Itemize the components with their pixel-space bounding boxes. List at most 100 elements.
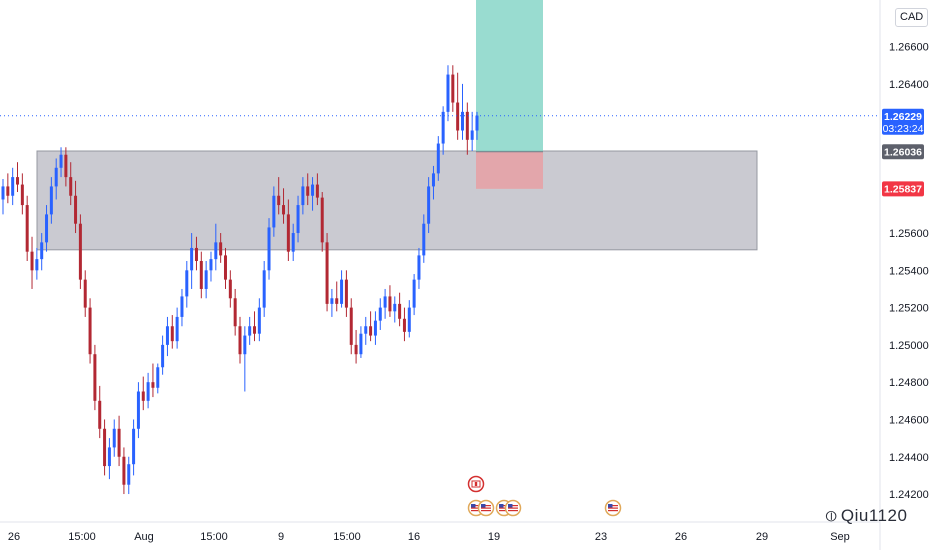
candle-body [199,261,203,289]
candle-body [136,391,140,429]
y-tick-label: 1.26400 [889,79,929,91]
candle-body [330,298,334,304]
candle-body [315,184,319,198]
stop-price-tag-text: 1.25837 [884,183,922,195]
candle-body [407,307,411,332]
candle-body [344,279,348,308]
candle-body [170,326,174,342]
x-tick-label: 15:00 [333,531,361,543]
x-tick-label: 15:00 [68,531,96,543]
stop-loss-zone [476,151,543,189]
currency-badge[interactable]: CAD [895,8,929,27]
flag-stripe [471,507,481,509]
candle-body [354,344,358,355]
candle-body [301,186,305,206]
candle-body [470,130,474,140]
candle-body [369,326,373,336]
candle-body [185,270,189,297]
candle-body [122,456,126,485]
entry-price-tag-bg [882,144,924,160]
candle-body [257,307,261,334]
candle-body [223,255,227,280]
candle-body [190,247,194,271]
x-tick-label: Sep [830,531,850,543]
entry-price-tag-text: 1.26036 [884,146,922,158]
x-tick-label: 23 [595,531,607,543]
candle-body [69,177,73,196]
candle-body [74,195,78,224]
x-tick-label: 26 [8,531,20,543]
candle-body [456,102,460,131]
candle-body [446,74,450,112]
flag-stripe [508,505,518,507]
candle-body [340,279,344,304]
candle-body [286,214,290,252]
candle-body [388,296,392,312]
candle-body [175,316,179,342]
y-tick-label: 1.24400 [889,452,929,464]
candle-body [364,326,368,334]
flag-canton [608,504,613,508]
candle-body [112,428,116,448]
candle-body [383,296,387,308]
candle-body [475,115,479,131]
candle-body [180,296,184,317]
candle-body [436,143,440,174]
candle-body [291,233,295,252]
flag-stripe [481,510,491,512]
candle-body [335,298,339,304]
candle-body [378,307,382,321]
candle-body [465,111,469,140]
candle-body [282,205,286,215]
currency-label: CAD [900,11,924,23]
flag-stripe [499,507,509,509]
candle-body [272,195,276,228]
flag-stripe [608,507,618,509]
candle-body [243,335,247,355]
flag-canton [471,504,476,508]
y-tick-label: 1.25000 [889,340,929,352]
x-tick-label: 15:00 [200,531,228,543]
candle-body [40,242,44,260]
candle-body [228,279,232,299]
candle-body [107,447,111,467]
candle-body [204,270,208,289]
watermark-text: Qiu1120 [840,506,908,525]
flag-stripe [508,510,518,512]
flag-stripe [608,510,618,512]
flag-canton [481,504,486,508]
y-tick-label: 1.24200 [889,489,929,501]
us-flag-event-icon [604,499,622,517]
maple-leaf-mark [474,482,478,486]
candle-body [233,298,237,327]
candle-body [6,186,10,196]
candle-body [417,255,421,280]
candle-body [320,197,324,243]
candle-body [1,186,5,200]
candle-body [349,307,353,345]
candle-body [54,167,58,187]
candle-body [78,223,82,280]
demand-zone-rect [36,150,758,251]
y-tick-label: 1.25400 [889,265,929,277]
candle-body [132,428,136,465]
candle-body [393,303,397,312]
candle-body [253,326,257,334]
y-tick-label: 1.24600 [889,414,929,426]
current-price-tag-bg [882,108,924,135]
candle-body [441,111,445,144]
candle-body [117,428,121,457]
candle-body [296,205,300,234]
candle-body [156,367,160,388]
candle-body [88,307,92,355]
stop-price-tag-bg [882,181,924,197]
us-flag-event-icon [504,499,522,517]
candle-body [11,177,15,196]
flag-stripe [481,507,491,509]
candle-body [64,154,68,178]
flag-stripe [608,505,618,507]
x-tick-label: Aug [134,531,154,543]
